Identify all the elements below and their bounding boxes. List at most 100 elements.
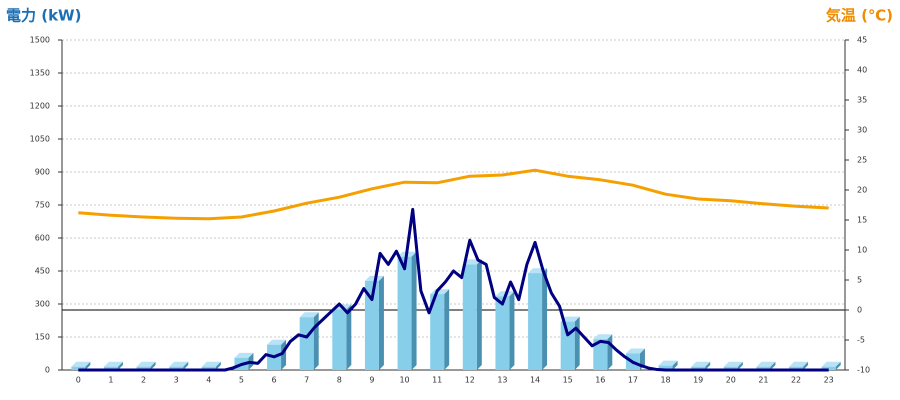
x-tick-label: 20 [726, 376, 736, 385]
y2-tick-label: 20 [857, 186, 867, 195]
bar-side [476, 259, 482, 370]
bar-top [593, 334, 613, 340]
bar-side [444, 289, 450, 370]
bar-top [625, 348, 645, 354]
line [78, 207, 829, 372]
x-tick-label: 22 [791, 376, 801, 385]
x-tick-label: 13 [497, 376, 507, 385]
x-tick-label: 1 [108, 376, 113, 385]
bar-top [169, 361, 189, 367]
bar [756, 366, 771, 370]
bar [430, 294, 445, 370]
bar-top [71, 361, 91, 367]
y2-tick-label: 45 [857, 36, 867, 45]
y2-tick-label: 25 [857, 156, 867, 165]
bar-side [737, 361, 743, 370]
bar-top [560, 316, 580, 322]
x-tick-label: 11 [432, 376, 442, 385]
bar-side [509, 291, 515, 370]
y-tick-label: 1350 [30, 69, 50, 78]
y-tick-label: 300 [35, 300, 50, 309]
y-tick-label: 750 [35, 201, 50, 210]
y-tick-label: 150 [35, 333, 50, 342]
bar-side [183, 361, 189, 370]
bar-side [346, 304, 352, 370]
bar-top [691, 361, 711, 367]
bar-top [658, 360, 678, 366]
x-tick-label: 23 [824, 376, 834, 385]
x-tick-label: 17 [628, 376, 638, 385]
bar-top [299, 312, 319, 318]
y-tick-label: 1500 [30, 36, 50, 45]
x-tick-label: 7 [304, 376, 309, 385]
line [78, 168, 829, 221]
bar-side [215, 361, 221, 370]
x-tick-label: 16 [595, 376, 605, 385]
bar [299, 317, 314, 370]
bar-side [411, 251, 417, 370]
x-tick-label: 10 [399, 376, 409, 385]
x-tick-label: 18 [660, 376, 670, 385]
bar-side [835, 361, 841, 370]
bar-side [770, 361, 776, 370]
bar [789, 366, 804, 370]
bar [397, 256, 412, 370]
bar [169, 366, 184, 370]
bar-side [672, 360, 678, 370]
y-tick-label: 600 [35, 234, 50, 243]
y2-axis-title: 気温 (℃) [826, 7, 893, 25]
bar [71, 366, 86, 370]
y2-tick-label: -5 [857, 336, 865, 345]
bar [201, 366, 216, 370]
bar [560, 321, 575, 370]
y-tick-label: 1200 [30, 102, 50, 111]
bar-side [574, 316, 580, 370]
bar [364, 280, 379, 370]
x-tick-label: 6 [272, 376, 277, 385]
bar-side [803, 361, 809, 370]
bar-top [136, 361, 156, 367]
bar [723, 366, 738, 370]
x-tick-label: 0 [76, 376, 81, 385]
y2-tick-label: 10 [857, 246, 867, 255]
y-tick-label: 900 [35, 168, 50, 177]
bar [462, 264, 477, 370]
y-tick-label: 0 [45, 366, 50, 375]
x-tick-label: 3 [174, 376, 179, 385]
bar-top [821, 361, 841, 367]
bar-top [723, 361, 743, 367]
bar [528, 273, 543, 370]
x-tick-label: 21 [758, 376, 768, 385]
bar-side [542, 268, 548, 370]
bar-side [378, 275, 384, 370]
y2-tick-label: 5 [857, 276, 862, 285]
x-tick-label: 4 [206, 376, 211, 385]
bar-top [234, 352, 254, 358]
bar-side [607, 334, 613, 370]
y-tick-label: 450 [35, 267, 50, 276]
y2-tick-label: 0 [857, 306, 862, 315]
x-tick-label: 15 [563, 376, 573, 385]
x-tick-label: 9 [369, 376, 374, 385]
bar [593, 339, 608, 370]
bar [691, 366, 706, 370]
bar [821, 366, 836, 370]
bar-top [201, 361, 221, 367]
bar-top [103, 361, 123, 367]
bar [495, 296, 510, 370]
bar-side [117, 361, 123, 370]
x-tick-label: 14 [530, 376, 540, 385]
bar-top [267, 339, 287, 345]
x-tick-label: 12 [465, 376, 475, 385]
y2-tick-label: -10 [857, 366, 870, 375]
x-tick-label: 8 [337, 376, 342, 385]
y-axis-title: 電力 (kW) [6, 7, 81, 25]
y2-tick-label: 40 [857, 66, 867, 75]
x-tick-label: 19 [693, 376, 703, 385]
bar [136, 366, 151, 370]
bar-top [789, 361, 809, 367]
y2-tick-label: 35 [857, 96, 867, 105]
y2-tick-label: 15 [857, 216, 867, 225]
bar [658, 365, 673, 370]
